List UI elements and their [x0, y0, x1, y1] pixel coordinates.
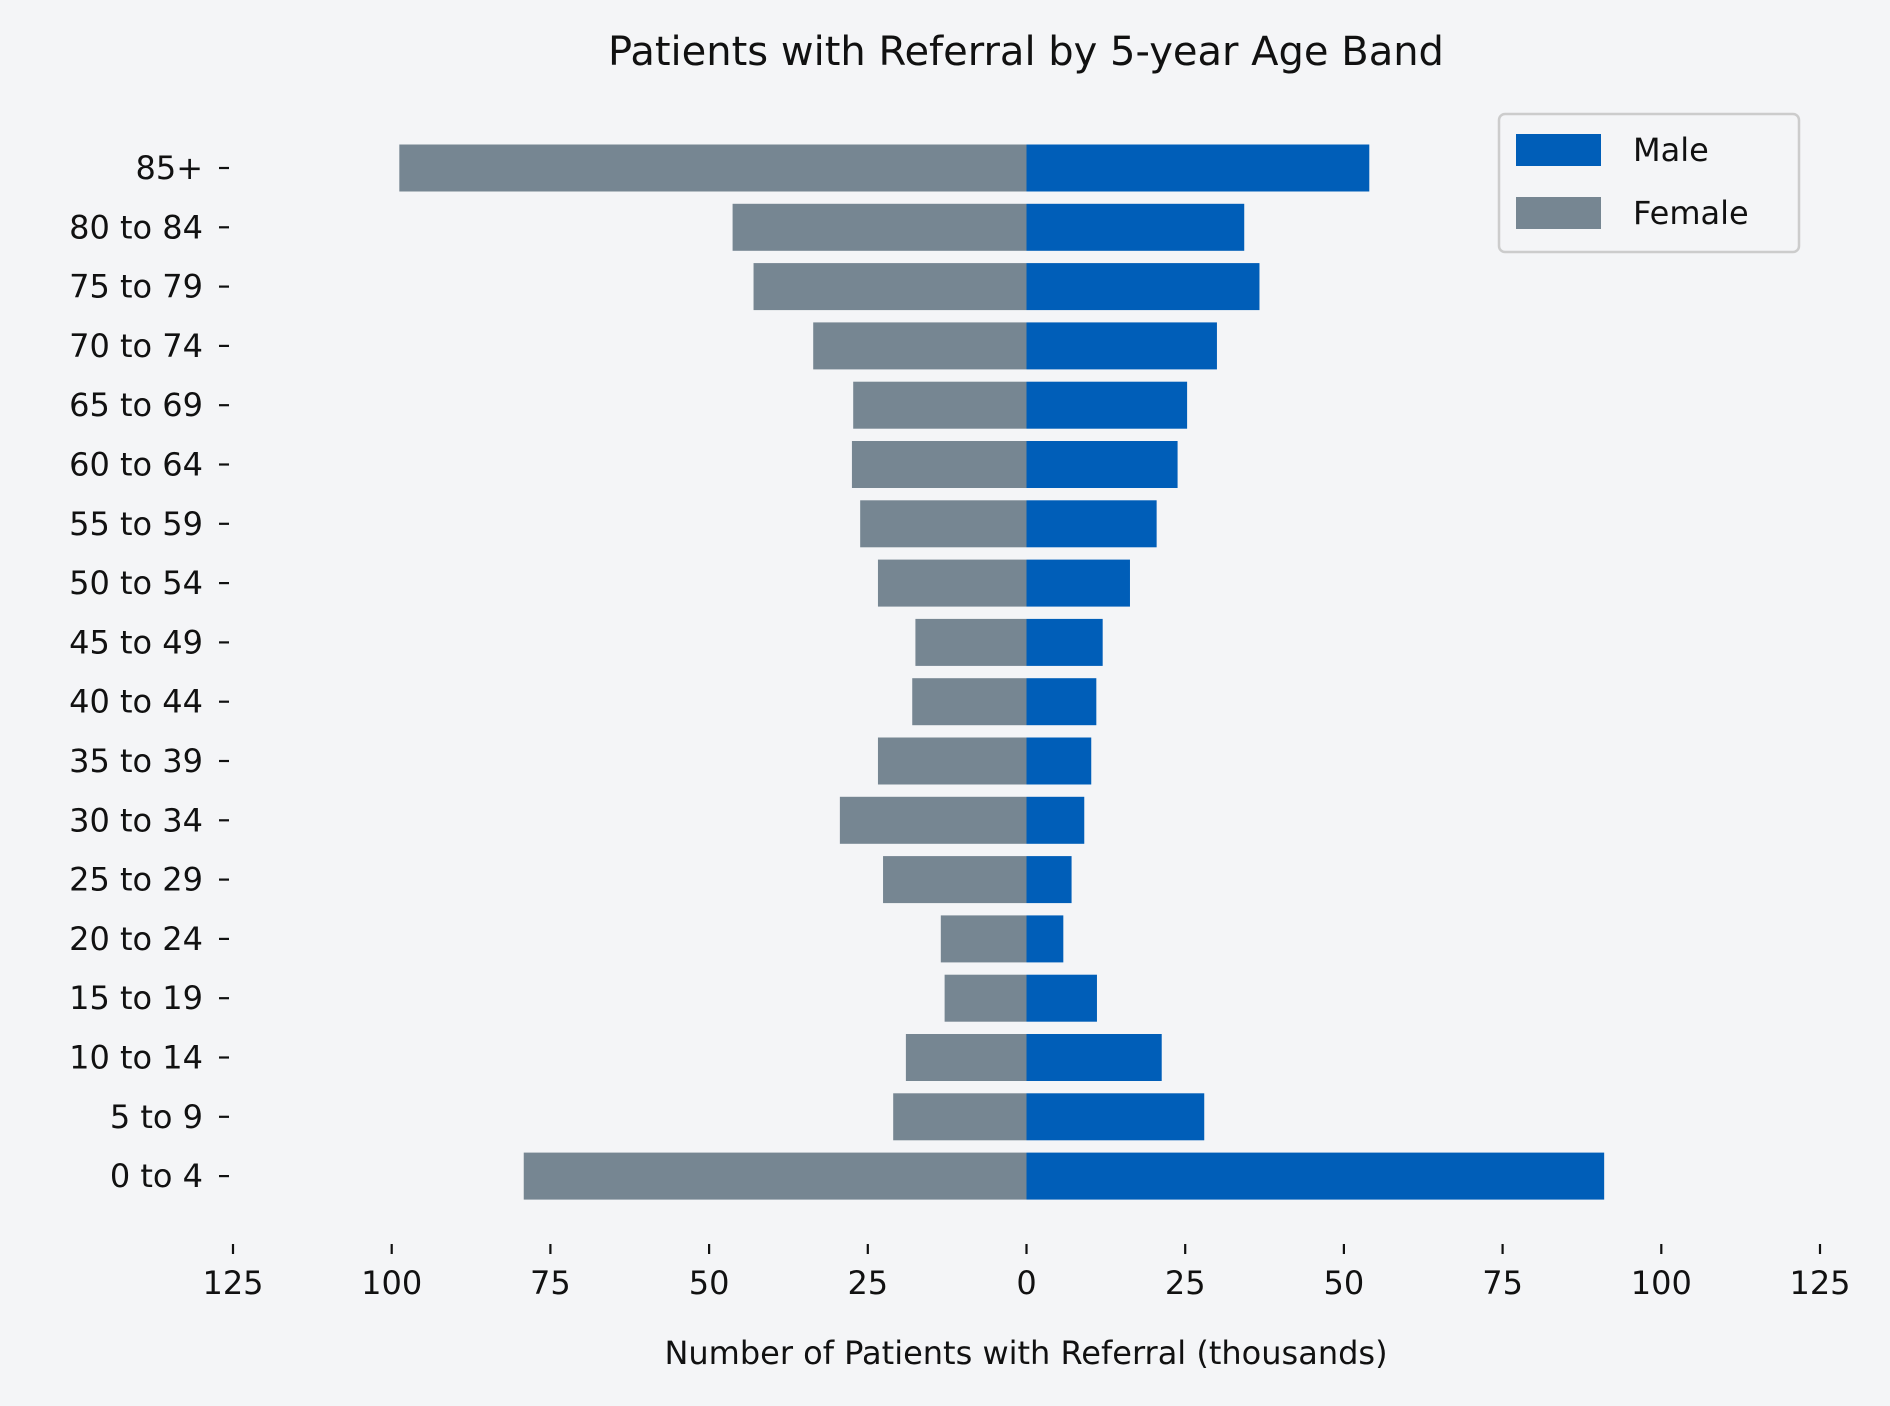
bar-male-20-to-24 — [1026, 915, 1064, 963]
bar-female-75-to-79 — [753, 263, 1027, 311]
bar-female-55-to-59 — [860, 500, 1027, 548]
bar-female-50-to-54 — [877, 559, 1027, 607]
bar-female-5-to-9 — [893, 1093, 1027, 1141]
bar-male-35-to-39 — [1026, 737, 1092, 785]
x-axis: 125 100 75 50 25 0 25 50 75 100 125 — [202, 1244, 1851, 1302]
x-tick-label-8: 75 — [1482, 1264, 1523, 1302]
bar-female-20-to-24 — [940, 915, 1027, 963]
legend: Male Female — [1497, 112, 1801, 254]
y-tick-label-75-to-79: 75 to 79 — [69, 268, 203, 306]
bar-female-65-to-69 — [853, 381, 1027, 429]
bar-female-10-to-14 — [905, 1034, 1027, 1081]
y-tick-label-40-to-44: 40 to 44 — [69, 683, 203, 721]
x-tick-label-1: 100 — [361, 1264, 422, 1302]
y-tick-label-60-to-64: 60 to 64 — [69, 446, 203, 484]
bar-female-45-to-49 — [915, 618, 1027, 666]
bar-male-65-to-69 — [1026, 381, 1188, 429]
y-tick-label-15-to-19: 15 to 19 — [69, 979, 203, 1017]
bar-male-0-to-4 — [1026, 1152, 1605, 1200]
x-tick-label-6: 25 — [1165, 1264, 1206, 1302]
y-tick-label-35-to-39: 35 to 39 — [69, 742, 203, 780]
y-tick-label-25-to-29: 25 to 29 — [69, 861, 203, 899]
bar-male-75-to-79 — [1026, 263, 1260, 311]
y-tick-label-30-to-34: 30 to 34 — [69, 801, 203, 839]
bar-male-5-to-9 — [1026, 1093, 1205, 1141]
bar-male-80-to-84 — [1026, 203, 1245, 251]
y-axis: 0 to 4 5 to 9 10 to 14 15 to 19 20 to 24 25 t… — [69, 149, 229, 1195]
y-tick-label-50-to-54: 50 to 54 — [69, 564, 203, 602]
bar-female-0-to-4 — [523, 1152, 1027, 1200]
bar-female-70-to-74 — [813, 322, 1027, 370]
y-tick-label-55-to-59: 55 to 59 — [69, 505, 203, 543]
chart-title: Patients with Referral by 5-year Age Ban… — [608, 29, 1444, 75]
bar-female-25-to-29 — [883, 856, 1027, 904]
bar-male-55-to-59 — [1026, 500, 1157, 548]
male-bars — [1026, 144, 1605, 1200]
bar-female-40-to-44 — [912, 678, 1027, 726]
y-tick-label-10-to-14: 10 to 14 — [69, 1039, 203, 1077]
bar-female-60-to-64 — [851, 441, 1027, 488]
legend-swatch-female — [1516, 197, 1601, 229]
bar-female-35-to-39 — [877, 737, 1027, 785]
bar-male-60-to-64 — [1026, 441, 1178, 488]
legend-label-female: Female — [1633, 194, 1749, 232]
y-tick-label-5-to-9: 5 to 9 — [110, 1098, 203, 1136]
bar-female-85-plus — [399, 144, 1027, 192]
y-tick-label-0-to-4: 0 to 4 — [110, 1157, 203, 1195]
y-tick-label-70-to-74: 70 to 74 — [69, 327, 203, 365]
bar-male-40-to-44 — [1026, 678, 1097, 726]
x-tick-label-3: 50 — [689, 1264, 730, 1302]
bar-female-15-to-19 — [944, 974, 1027, 1022]
bar-female-30-to-34 — [839, 796, 1027, 844]
x-tick-label-5: 0 — [1016, 1264, 1036, 1302]
female-bars — [399, 144, 1027, 1200]
bar-male-45-to-49 — [1026, 618, 1103, 666]
bar-male-25-to-29 — [1026, 856, 1072, 904]
bar-male-70-to-74 — [1026, 322, 1217, 370]
y-tick-label-80-to-84: 80 to 84 — [69, 208, 203, 246]
bar-male-10-to-14 — [1026, 1034, 1162, 1081]
bar-male-30-to-34 — [1026, 796, 1085, 844]
bar-male-85-plus — [1026, 144, 1370, 192]
bar-female-80-to-84 — [732, 203, 1027, 251]
y-tick-label-65-to-69: 65 to 69 — [69, 386, 203, 424]
y-tick-label-85-plus: 85+ — [135, 149, 203, 187]
bar-male-50-to-54 — [1026, 559, 1130, 607]
x-tick-label-0: 125 — [202, 1264, 263, 1302]
x-tick-label-4: 25 — [847, 1264, 888, 1302]
legend-swatch-male — [1516, 134, 1601, 166]
x-tick-label-2: 75 — [530, 1264, 571, 1302]
y-tick-label-45-to-49: 45 to 49 — [69, 623, 203, 661]
y-tick-label-20-to-24: 20 to 24 — [69, 920, 203, 958]
x-axis-title: Number of Patients with Referral (thousa… — [664, 1334, 1387, 1372]
legend-label-male: Male — [1633, 131, 1709, 169]
x-tick-label-10: 125 — [1789, 1264, 1850, 1302]
bar-male-15-to-19 — [1026, 974, 1097, 1022]
x-tick-label-9: 100 — [1631, 1264, 1692, 1302]
x-tick-label-7: 50 — [1324, 1264, 1365, 1302]
